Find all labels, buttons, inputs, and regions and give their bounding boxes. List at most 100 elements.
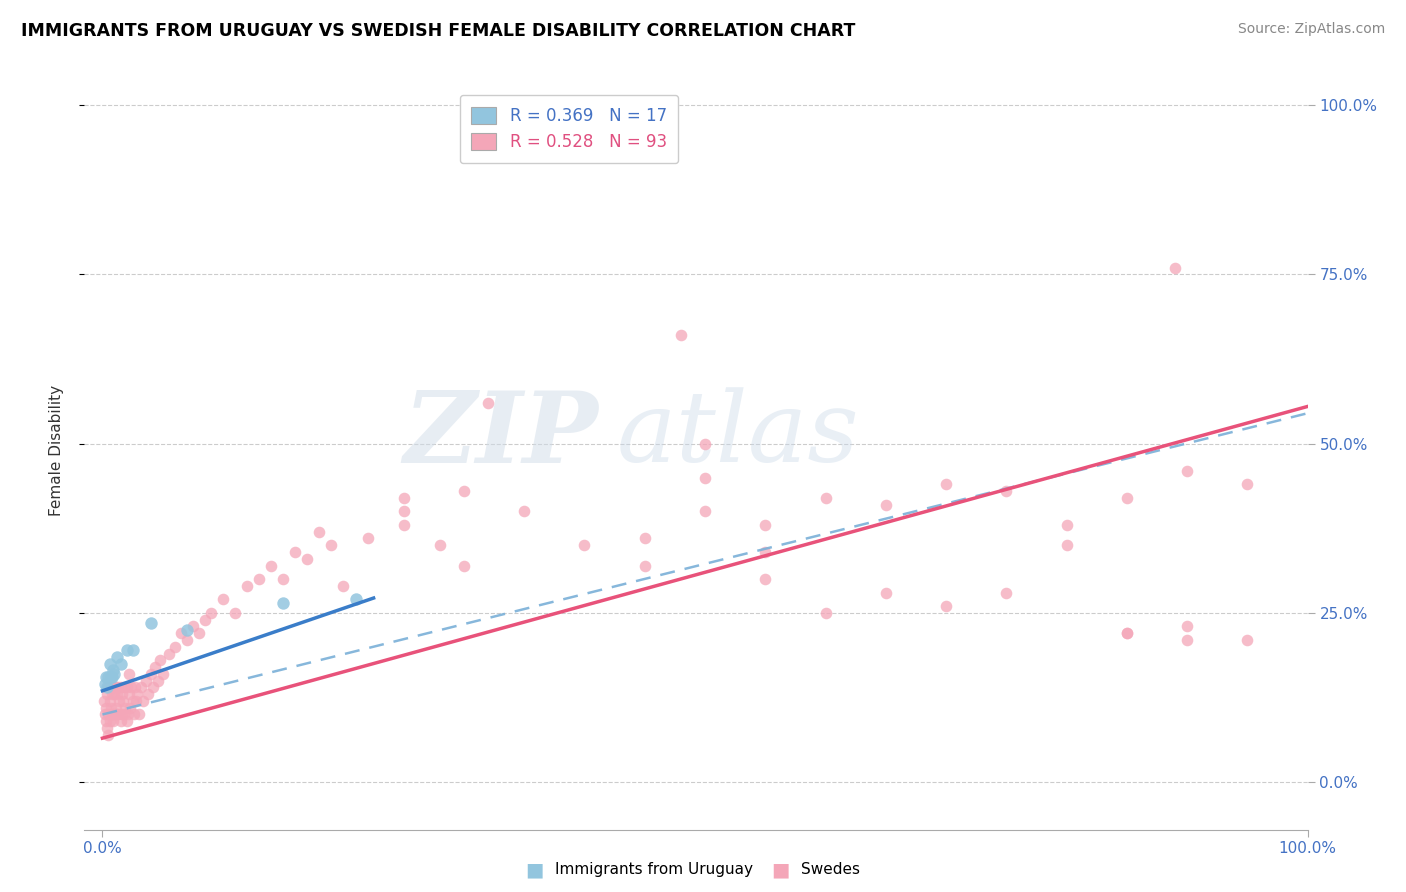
Point [111, 687, 134, 701]
Point [157, 647, 180, 661]
Y-axis label: Female Disability: Female Disability [49, 384, 63, 516]
Point [321, 538, 343, 552]
Point [142, 681, 165, 695]
Point [107, 681, 129, 695]
Point [98, 714, 121, 729]
Point [100, 700, 122, 714]
Point [96, 687, 118, 701]
Point [145, 660, 167, 674]
Text: IMMIGRANTS FROM URUGUAY VS SWEDISH FEMALE DISABILITY CORRELATION CHART: IMMIGRANTS FROM URUGUAY VS SWEDISH FEMAL… [21, 22, 855, 40]
Point [1236, 477, 1258, 491]
Point [96, 721, 118, 735]
Point [875, 498, 897, 512]
Point [103, 707, 125, 722]
Point [121, 643, 143, 657]
Point [94, 700, 117, 714]
Legend: R = 0.369   N = 17, R = 0.528   N = 93: R = 0.369 N = 17, R = 0.528 N = 93 [460, 95, 679, 163]
Point [1056, 517, 1078, 532]
Point [550, 119, 572, 133]
Text: atlas: atlas [616, 388, 859, 483]
Point [297, 551, 319, 566]
Point [149, 653, 172, 667]
Point [112, 681, 135, 695]
Point [115, 714, 138, 729]
Point [132, 694, 155, 708]
Text: Swedes: Swedes [801, 863, 860, 877]
Point [224, 606, 246, 620]
Point [118, 666, 141, 681]
Point [105, 707, 128, 722]
Point [1175, 619, 1198, 633]
Point [101, 687, 124, 701]
Point [212, 592, 235, 607]
Point [1175, 464, 1198, 478]
Point [163, 640, 186, 654]
Point [112, 707, 135, 722]
Point [103, 714, 125, 729]
Point [97, 707, 120, 722]
Point [1115, 626, 1137, 640]
Point [105, 649, 128, 664]
Point [100, 681, 122, 695]
Point [103, 687, 125, 701]
Point [94, 714, 117, 729]
Point [247, 572, 270, 586]
Point [120, 681, 142, 695]
Point [96, 681, 118, 695]
Point [110, 681, 132, 695]
Point [181, 619, 204, 633]
Text: Source: ZipAtlas.com: Source: ZipAtlas.com [1237, 22, 1385, 37]
Point [98, 657, 121, 671]
Point [115, 643, 138, 657]
Point [693, 436, 716, 450]
Point [574, 538, 596, 552]
Point [429, 538, 451, 552]
Point [139, 666, 162, 681]
Point [98, 694, 121, 708]
Point [271, 596, 294, 610]
Point [97, 681, 120, 695]
Point [170, 626, 193, 640]
Point [260, 558, 283, 573]
Point [101, 707, 124, 722]
Point [117, 707, 139, 722]
Point [693, 470, 716, 484]
Point [187, 626, 209, 640]
Point [392, 517, 415, 532]
Point [146, 673, 169, 688]
Point [754, 572, 776, 586]
Point [108, 694, 131, 708]
Point [176, 633, 198, 648]
Point [634, 558, 657, 573]
Point [152, 666, 174, 681]
Point [332, 579, 354, 593]
Point [110, 657, 132, 671]
Point [1115, 626, 1137, 640]
Point [754, 545, 776, 559]
Point [392, 504, 415, 518]
Point [754, 517, 776, 532]
Point [105, 687, 128, 701]
Point [118, 687, 141, 701]
Point [100, 670, 122, 684]
Text: Immigrants from Uruguay: Immigrants from Uruguay [555, 863, 754, 877]
Point [139, 616, 162, 631]
Point [111, 707, 134, 722]
Point [995, 484, 1018, 499]
Point [120, 700, 142, 714]
Point [935, 599, 957, 614]
Point [121, 694, 143, 708]
Point [1115, 491, 1137, 505]
Point [115, 681, 138, 695]
Text: ZIP: ZIP [404, 387, 598, 483]
Point [392, 491, 415, 505]
Point [125, 694, 148, 708]
Point [127, 687, 149, 701]
Point [110, 714, 132, 729]
Point [93, 694, 115, 708]
Point [124, 681, 146, 695]
Point [284, 545, 307, 559]
Point [94, 707, 117, 722]
Text: ■: ■ [524, 860, 544, 880]
Point [114, 700, 136, 714]
